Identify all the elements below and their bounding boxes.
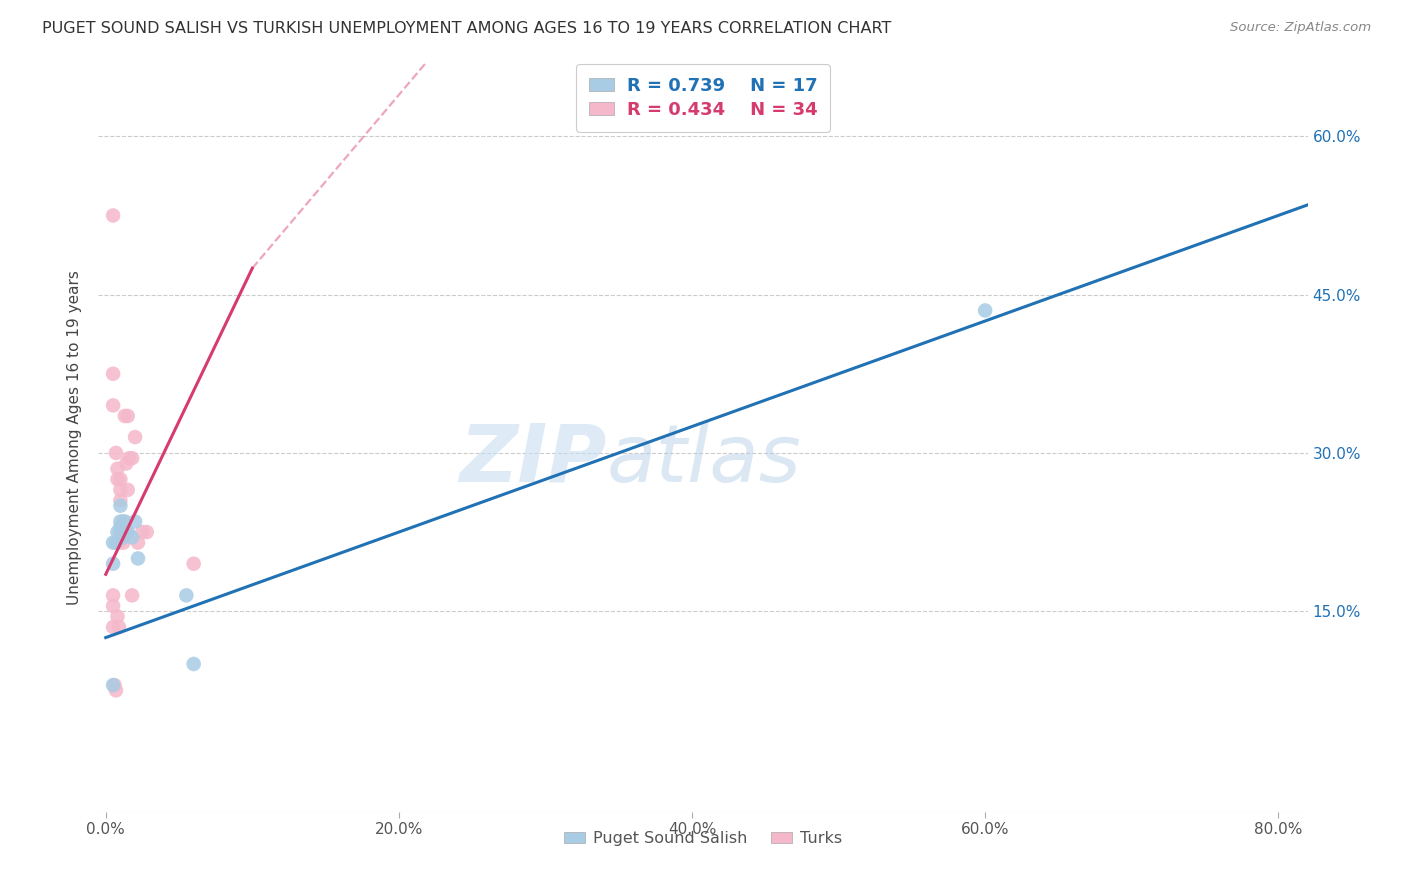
Point [110, 515, 132, 529]
Point [117, 524, 139, 539]
Point [117, 409, 139, 423]
Point [110, 524, 132, 539]
Point [101, 399, 124, 413]
Point [101, 535, 124, 549]
Text: PUGET SOUND SALISH VS TURKISH UNEMPLOYMENT AMONG AGES 16 TO 19 YEARS CORRELATION: PUGET SOUND SALISH VS TURKISH UNEMPLOYME… [42, 21, 891, 36]
Point [101, 557, 124, 571]
Text: Source: ZipAtlas.com: Source: ZipAtlas.com [1230, 21, 1371, 34]
Y-axis label: Unemployment Among Ages 16 to 19 years: Unemployment Among Ages 16 to 19 years [67, 269, 83, 605]
Point [114, 515, 136, 529]
Point [105, 683, 128, 698]
Point [108, 535, 131, 549]
Point [110, 493, 132, 508]
Point [131, 524, 153, 539]
Text: atlas: atlas [606, 420, 801, 499]
Point [112, 535, 135, 549]
Point [121, 530, 143, 544]
Point [124, 430, 146, 444]
Point [183, 657, 205, 671]
Point [176, 588, 198, 602]
Point [135, 524, 157, 539]
Point [101, 209, 124, 223]
Point [105, 535, 128, 549]
Point [107, 524, 129, 539]
Point [110, 483, 132, 497]
Point [121, 588, 143, 602]
Legend: Puget Sound Salish, Turks: Puget Sound Salish, Turks [558, 825, 848, 853]
Point [103, 678, 125, 692]
Point [110, 499, 132, 513]
Point [118, 451, 141, 466]
Point [127, 551, 149, 566]
Point [112, 530, 135, 544]
Point [101, 367, 124, 381]
Point [112, 515, 135, 529]
Text: ZIP: ZIP [458, 420, 606, 499]
Point [101, 620, 124, 634]
Point [107, 472, 129, 486]
Point [114, 409, 136, 423]
Point [115, 524, 138, 539]
Point [110, 472, 132, 486]
Point [114, 524, 136, 539]
Point [110, 520, 132, 534]
Point [101, 588, 124, 602]
Point [105, 446, 128, 460]
Point [108, 620, 131, 634]
Point [101, 678, 124, 692]
Point [183, 557, 205, 571]
Point [127, 535, 149, 549]
Point [974, 303, 997, 318]
Point [101, 599, 124, 613]
Point [117, 483, 139, 497]
Point [115, 457, 138, 471]
Point [107, 609, 129, 624]
Point [124, 515, 146, 529]
Point [107, 461, 129, 475]
Point [121, 451, 143, 466]
